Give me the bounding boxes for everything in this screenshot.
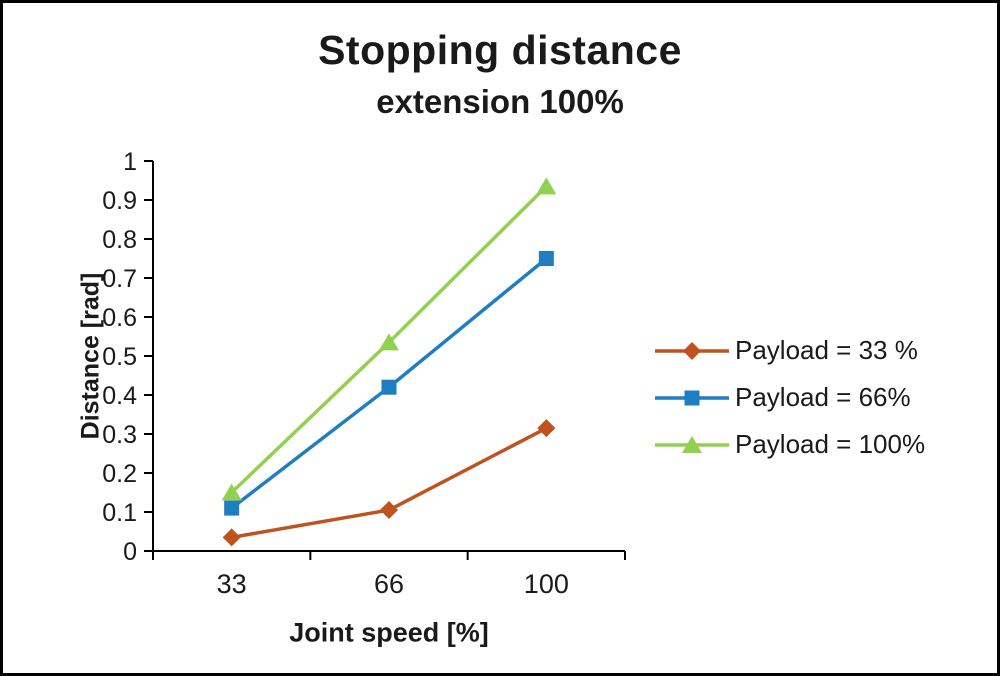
svg-text:0.3: 0.3: [102, 421, 137, 449]
svg-text:0.4: 0.4: [102, 382, 137, 410]
chart-title: Stopping distance: [318, 27, 682, 73]
svg-text:0.7: 0.7: [102, 265, 137, 293]
svg-text:1: 1: [123, 148, 137, 176]
legend-swatch-diamond-icon: [655, 341, 729, 360]
y-axis-title: Distance [rad]: [76, 272, 105, 440]
svg-text:0.9: 0.9: [102, 187, 137, 215]
legend-swatch-square-icon: [655, 390, 729, 405]
svg-text:33: 33: [217, 569, 247, 599]
legend-item-payload-100: Payload = 100%: [653, 429, 925, 460]
legend-swatch-triangle-icon: [655, 435, 729, 453]
legend-label: Payload = 66%: [735, 382, 911, 412]
svg-text:0.1: 0.1: [102, 499, 137, 527]
legend-item-payload-33: Payload = 33 %: [653, 335, 925, 366]
svg-text:0.6: 0.6: [102, 304, 137, 332]
svg-text:0.2: 0.2: [102, 460, 137, 488]
svg-text:0.5: 0.5: [102, 343, 137, 371]
chart-plot: 0 0.1 0.2 0.3 0.4 0.5 0.6 0.7 0.8 0.9 1 33 66 100: [102, 148, 626, 599]
x-axis-title: Joint speed [%]: [289, 617, 489, 648]
legend-item-payload-66: Payload = 66%: [653, 382, 925, 413]
svg-text:100: 100: [524, 569, 569, 599]
legend-label: Payload = 100%: [735, 429, 926, 459]
svg-text:0.8: 0.8: [102, 226, 137, 254]
svg-text:66: 66: [374, 569, 404, 599]
legend: Payload = 33 % Payload = 66% Payload = 1…: [653, 335, 925, 460]
svg-text:0: 0: [123, 538, 137, 566]
legend-label: Payload = 33 %: [735, 335, 918, 365]
chart-subtitle: extension 100%: [376, 83, 624, 120]
